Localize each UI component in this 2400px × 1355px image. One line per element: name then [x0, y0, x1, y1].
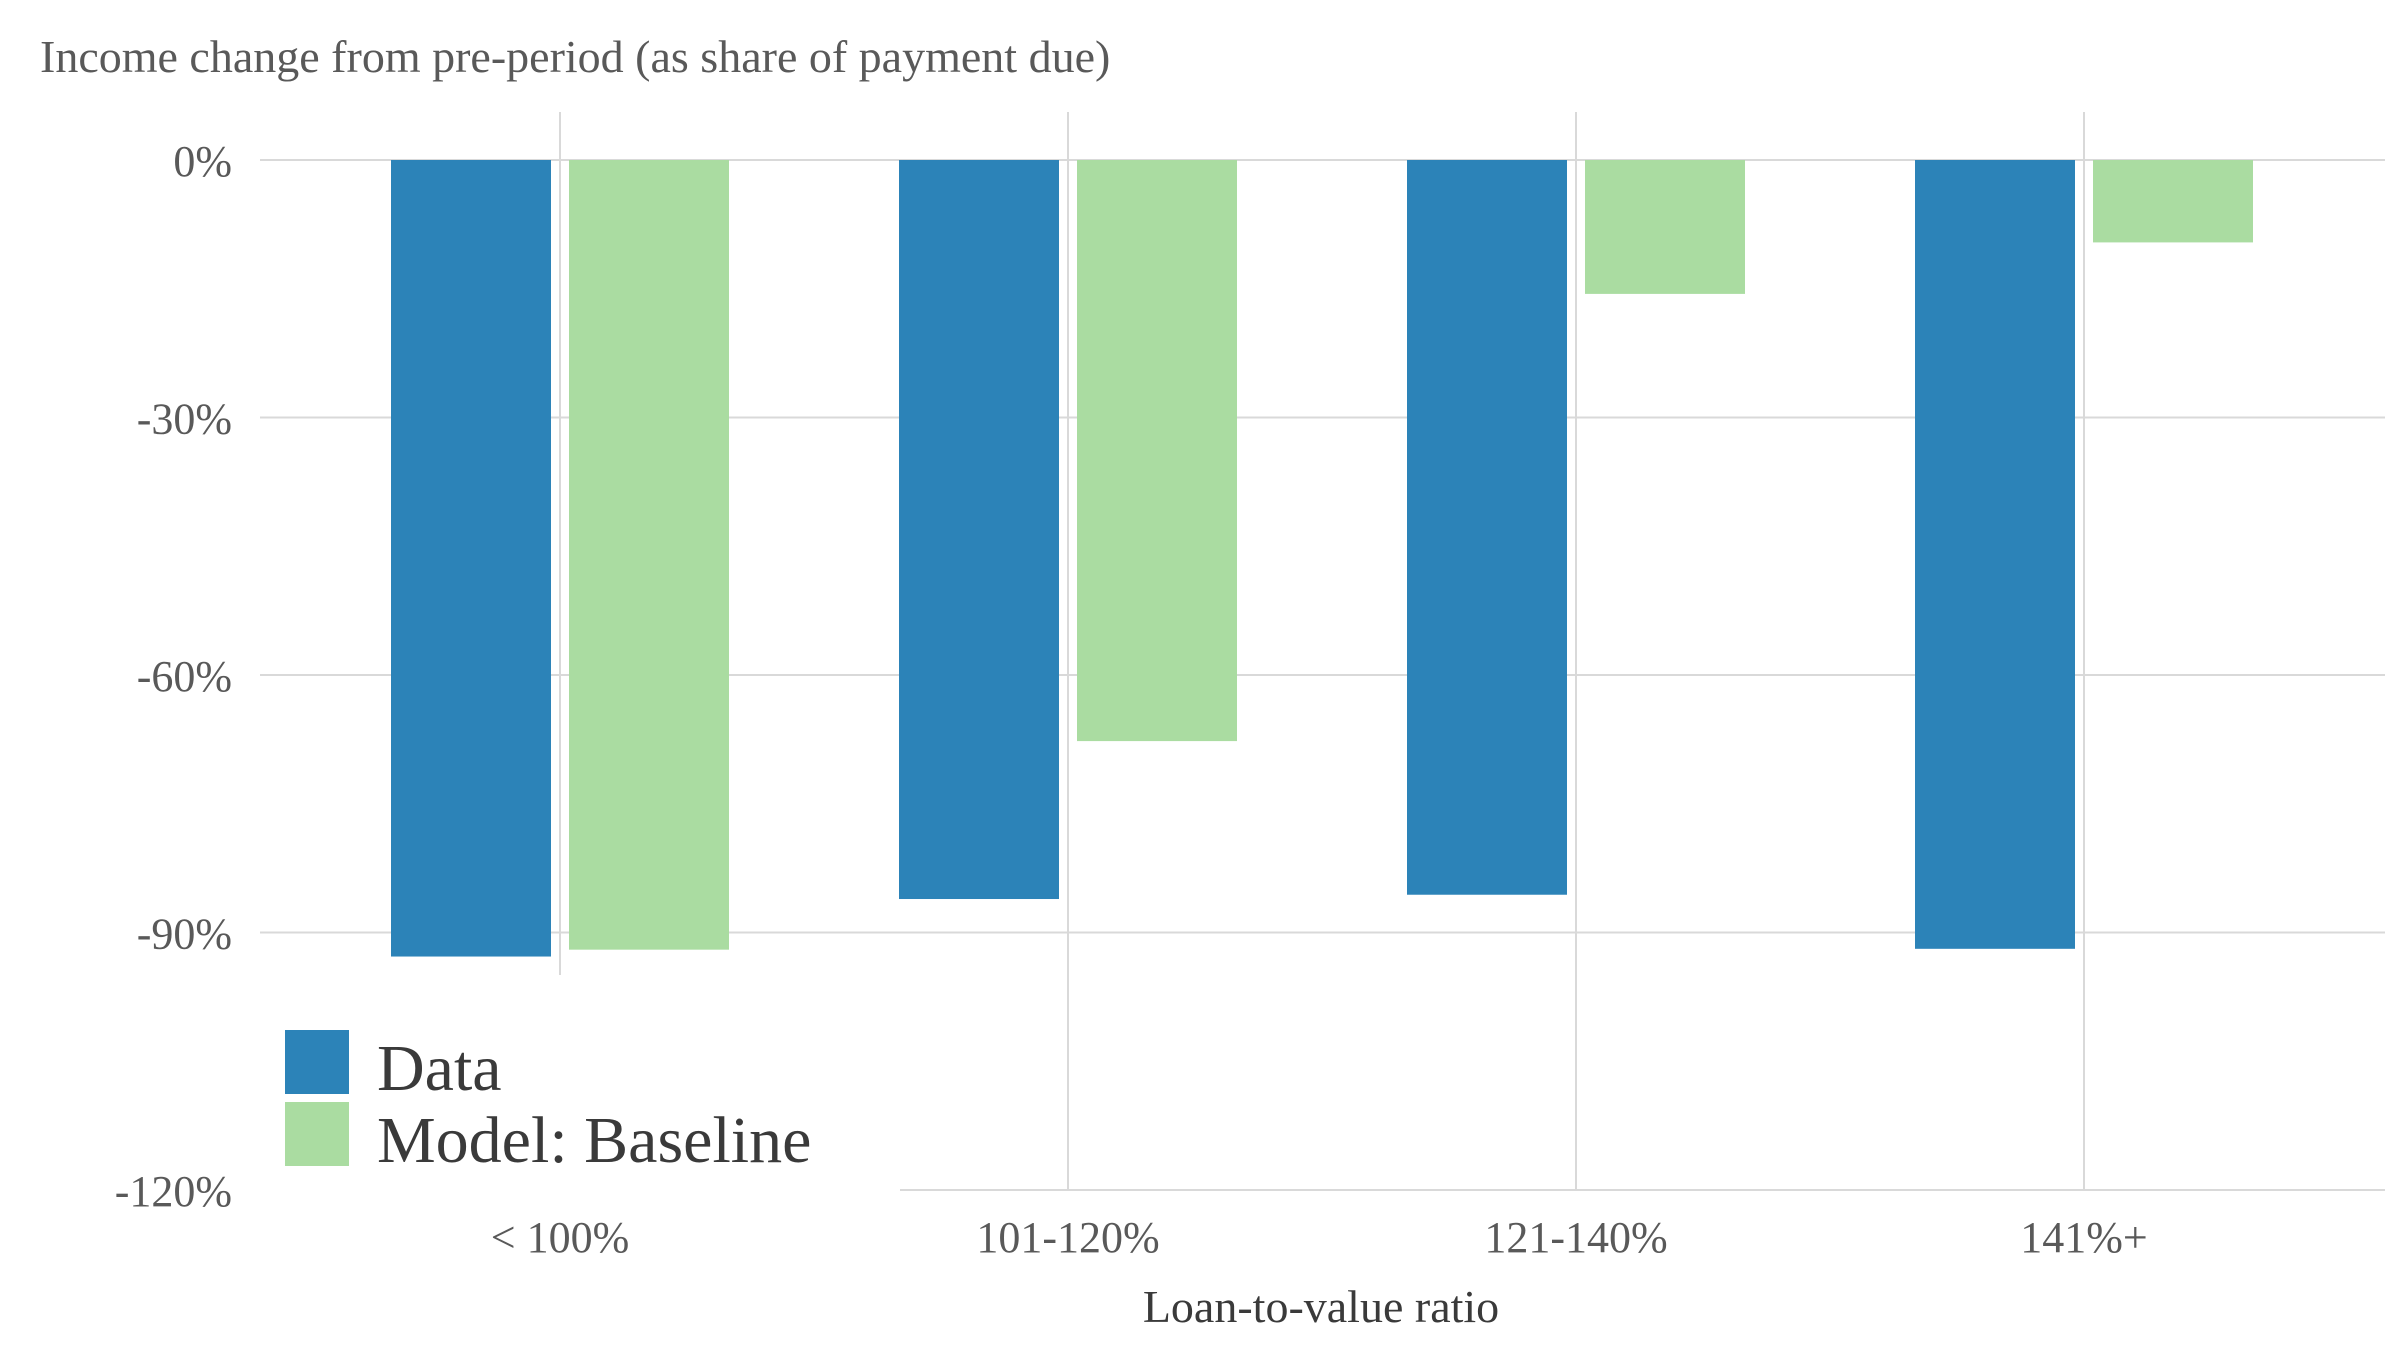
- bar-model-baseline: [569, 160, 729, 950]
- bar-model-baseline: [2093, 160, 2253, 243]
- x-tick-label: 101-120%: [976, 1213, 1159, 1262]
- axis-labels: 0% -30% -60% -90% -120% < 100% 101-120% 121-140…: [115, 137, 2148, 1262]
- x-tick-label: < 100%: [491, 1213, 629, 1262]
- chart-title: Income change from pre-period (as share …: [40, 31, 1110, 82]
- x-tick-label: 141%+: [2020, 1213, 2147, 1262]
- bar-data: [1915, 160, 2075, 949]
- bar-model-baseline: [1585, 160, 1745, 294]
- legend-label: Data: [377, 1032, 502, 1105]
- y-tick-label: 0%: [173, 137, 232, 186]
- legend-label: Model: Baseline: [377, 1104, 811, 1177]
- y-tick-label: -90%: [137, 910, 232, 959]
- bar-data: [1407, 160, 1567, 895]
- bar-data: [899, 160, 1059, 900]
- y-tick-label: -60%: [137, 652, 232, 701]
- x-axis-title: Loan-to-value ratio: [1143, 1281, 1499, 1332]
- legend-swatch: [285, 1030, 349, 1094]
- y-tick-label: -120%: [115, 1167, 232, 1216]
- bar-data: [391, 160, 551, 957]
- bars: [391, 160, 2253, 957]
- y-tick-label: -30%: [137, 395, 232, 444]
- bar-model-baseline: [1077, 160, 1237, 742]
- x-tick-label: 121-140%: [1484, 1213, 1667, 1262]
- legend-swatch: [285, 1102, 349, 1166]
